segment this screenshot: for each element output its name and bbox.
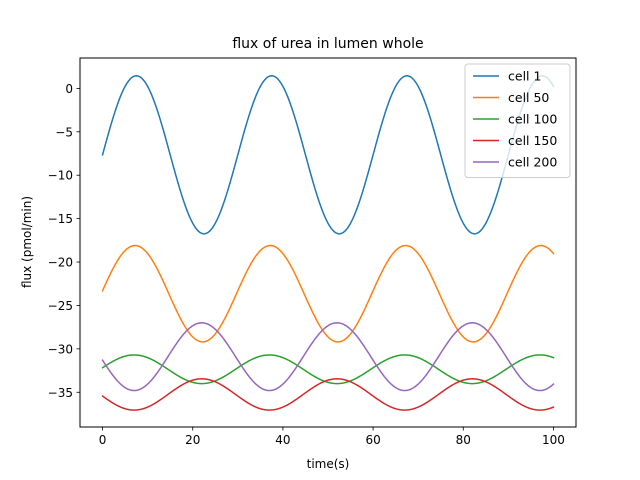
y-tick-label: 0	[65, 82, 73, 96]
x-tick-label: 20	[185, 433, 200, 447]
series-line-cell-1	[101, 75, 555, 235]
x-axis-label: time(s)	[307, 457, 350, 471]
chart-title: flux of urea in lumen whole	[232, 36, 423, 52]
y-axis-label: flux (pmol/min)	[20, 196, 34, 288]
legend-box	[464, 63, 571, 178]
y-tick-label: −10	[48, 169, 73, 183]
legend-label: cell 100	[508, 112, 557, 127]
series-group	[101, 75, 555, 411]
x-tick-label: 40	[275, 433, 290, 447]
plot-frame	[79, 57, 577, 428]
legend-label: cell 200	[508, 155, 557, 170]
y-tick-label: −30	[48, 342, 73, 356]
x-tick-label: 80	[456, 433, 471, 447]
x-axis: 0 20 40 60 80 100	[99, 427, 565, 447]
y-tick-label: −20	[48, 256, 73, 270]
series-line-cell-50	[101, 244, 555, 343]
y-tick-label: −15	[48, 212, 73, 226]
legend: cell 1 cell 50 cell 100 cell 150 cell 200	[464, 63, 571, 178]
series-line-cell-200	[101, 322, 555, 392]
series-line-cell-150	[101, 378, 555, 411]
y-tick-label: −25	[48, 299, 73, 313]
legend-label: cell 150	[508, 133, 557, 148]
legend-label: cell 1	[508, 69, 541, 84]
x-tick-label: 60	[365, 433, 380, 447]
x-tick-label: 100	[542, 433, 565, 447]
y-tick-label: −5	[55, 125, 73, 139]
legend-label: cell 50	[508, 90, 549, 105]
x-tick-label: 0	[99, 433, 107, 447]
series-line-cell-100	[101, 354, 555, 385]
y-axis: 0 −5 −10 −15 −20 −25 −30 −35	[48, 82, 80, 400]
y-tick-label: −35	[48, 386, 73, 400]
